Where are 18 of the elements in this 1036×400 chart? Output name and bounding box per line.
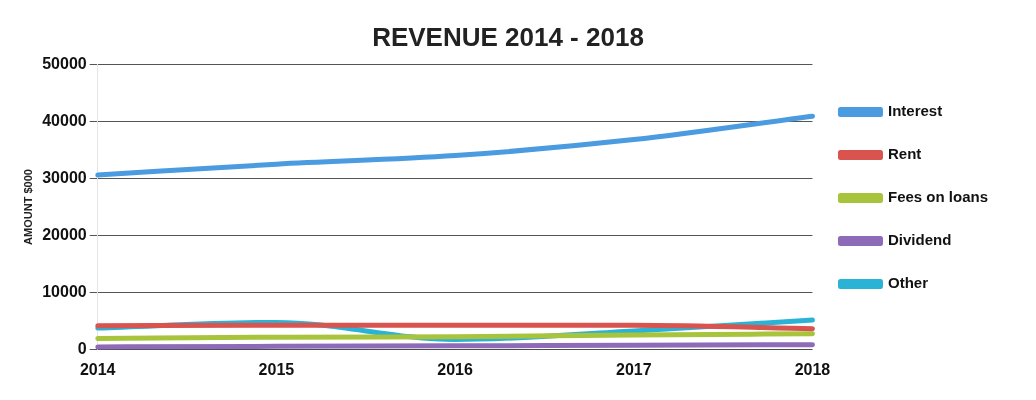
y-tick-label: 40000: [42, 111, 87, 129]
chart-title: REVENUE 2014 - 2018: [372, 21, 644, 52]
x-tick-label: 2016: [437, 360, 473, 378]
x-tick-label: 2014: [79, 360, 116, 378]
legend-label: Rent: [887, 145, 922, 163]
legend-label: Fees on loans: [887, 188, 988, 206]
y-axis-title: AMOUNT $000: [21, 169, 34, 245]
x-tick-label: 2017: [615, 360, 652, 378]
y-tick-label: 20000: [42, 225, 87, 243]
y-tick-label: 50000: [42, 54, 87, 72]
y-tick-label: 0: [77, 340, 87, 358]
legend-label: Dividend: [887, 231, 952, 249]
x-tick-label: 2015: [258, 360, 295, 378]
x-tick-label: 2018: [794, 360, 831, 378]
y-tick-label: 30000: [42, 168, 87, 186]
y-tick-label: 10000: [42, 283, 87, 301]
legend-label: Interest: [887, 102, 943, 120]
legend-label: Other: [887, 274, 929, 292]
